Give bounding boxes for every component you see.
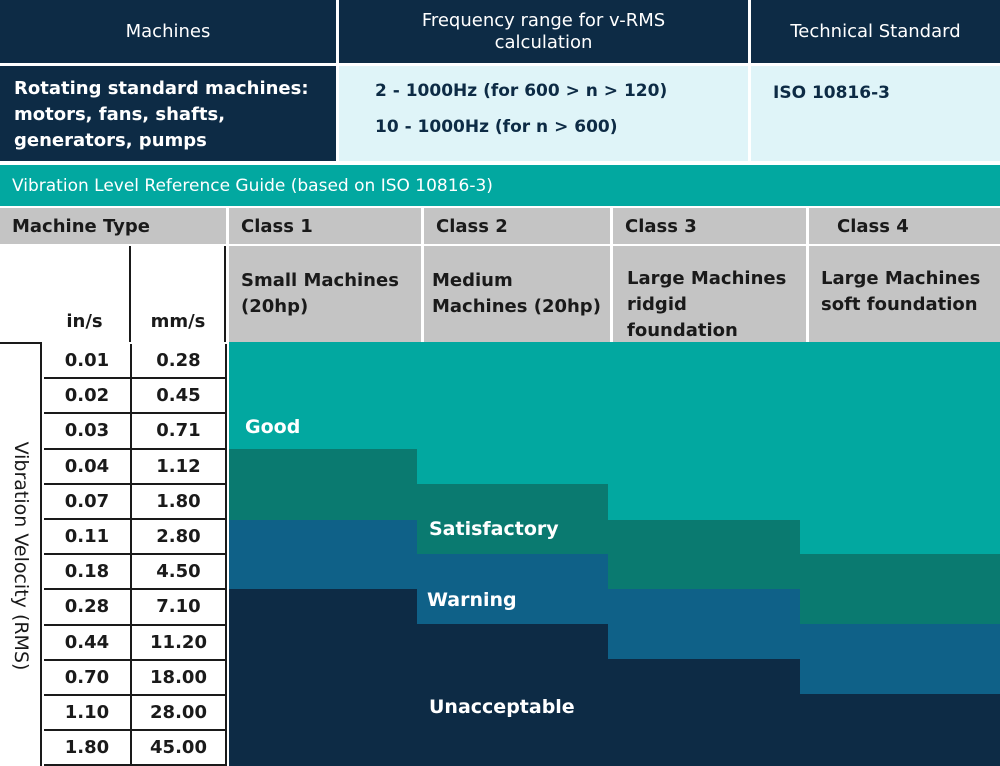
value-in-s-7: 0.28 — [44, 590, 132, 626]
zone-unacceptable-class-1 — [229, 589, 417, 766]
zone-unacceptable-class-2 — [417, 624, 608, 766]
frequency-cell: 2 - 1000Hz (for 600 > n > 120) 10 - 1000… — [339, 66, 748, 161]
value-in-s-3: 0.04 — [44, 449, 132, 485]
zone-good-label: Good — [245, 416, 301, 438]
class-1-name: Class 1 — [229, 208, 421, 244]
zone-unacceptable-class-4 — [800, 694, 1000, 766]
unit-in-label: in/s — [0, 246, 131, 342]
value-mm-s-3: 1.12 — [132, 449, 227, 485]
frequency-line-2: 10 - 1000Hz (for n > 600) — [375, 117, 618, 137]
value-in-s-10: 1.10 — [44, 696, 132, 732]
value-in-s-6: 0.18 — [44, 555, 132, 591]
machines-description: Rotating standard machines: motors, fans… — [0, 66, 336, 161]
machine-type-label: Machine Type — [0, 208, 226, 244]
value-in-s-9: 0.70 — [44, 660, 132, 696]
zone-satisfactory-label: Satisfactory — [429, 518, 559, 540]
header-frequency-range: Frequency range for v-RMS calculation — [339, 0, 748, 63]
value-mm-s-10: 28.00 — [132, 696, 227, 732]
value-in-s-11: 1.80 — [44, 731, 132, 766]
value-mm-s-5: 2.80 — [132, 520, 227, 556]
unit-mm-label: mm/s — [132, 246, 226, 342]
standard-cell: ISO 10816-3 — [751, 66, 1000, 161]
class-2-name: Class 2 — [424, 208, 610, 244]
value-mm-s-2: 0.71 — [132, 414, 227, 450]
axis-label: Vibration Velocity (RMS) — [10, 441, 32, 671]
value-in-s-2: 0.03 — [44, 414, 132, 450]
value-in-s-1: 0.02 — [44, 379, 132, 415]
value-mm-s-11: 45.00 — [132, 731, 227, 766]
header-machines: Machines — [0, 0, 336, 63]
class-3-name: Class 3 — [613, 208, 806, 244]
axis-label-column: Vibration Velocity (RMS) — [0, 342, 42, 766]
value-mm-s-8: 11.20 — [132, 625, 227, 661]
class-4-name: Class 4 — [809, 208, 1000, 244]
class-4-desc: Large Machines soft foundation — [809, 246, 1000, 342]
zone-chart: Good Satisfactory Warning Unacceptable — [229, 342, 1000, 766]
class-1-desc: Small Machines (20hp) — [229, 246, 421, 342]
value-mm-s-9: 18.00 — [132, 660, 227, 696]
value-mm-s-4: 1.80 — [132, 484, 227, 520]
header-technical-standard: Technical Standard — [751, 0, 1000, 63]
value-in-s-0: 0.01 — [44, 344, 132, 380]
zone-unacceptable-class-3 — [608, 659, 800, 766]
value-mm-s-1: 0.45 — [132, 379, 227, 415]
zone-unacceptable-label: Unacceptable — [429, 696, 575, 718]
value-mm-s-6: 4.50 — [132, 555, 227, 591]
zone-warning-label: Warning — [427, 589, 517, 611]
class-3-desc: Large Machines ridgid foundation — [613, 246, 806, 342]
value-in-s-5: 0.11 — [44, 520, 132, 556]
value-mm-s-7: 7.10 — [132, 590, 227, 626]
frequency-line-1: 2 - 1000Hz (for 600 > n > 120) — [375, 81, 668, 101]
value-in-s-4: 0.07 — [44, 484, 132, 520]
guide-title: Vibration Level Reference Guide (based o… — [0, 165, 1000, 206]
class-2-desc: Medium Machines (20hp) — [424, 246, 610, 342]
value-in-s-8: 0.44 — [44, 625, 132, 661]
value-mm-s-0: 0.28 — [132, 344, 227, 380]
